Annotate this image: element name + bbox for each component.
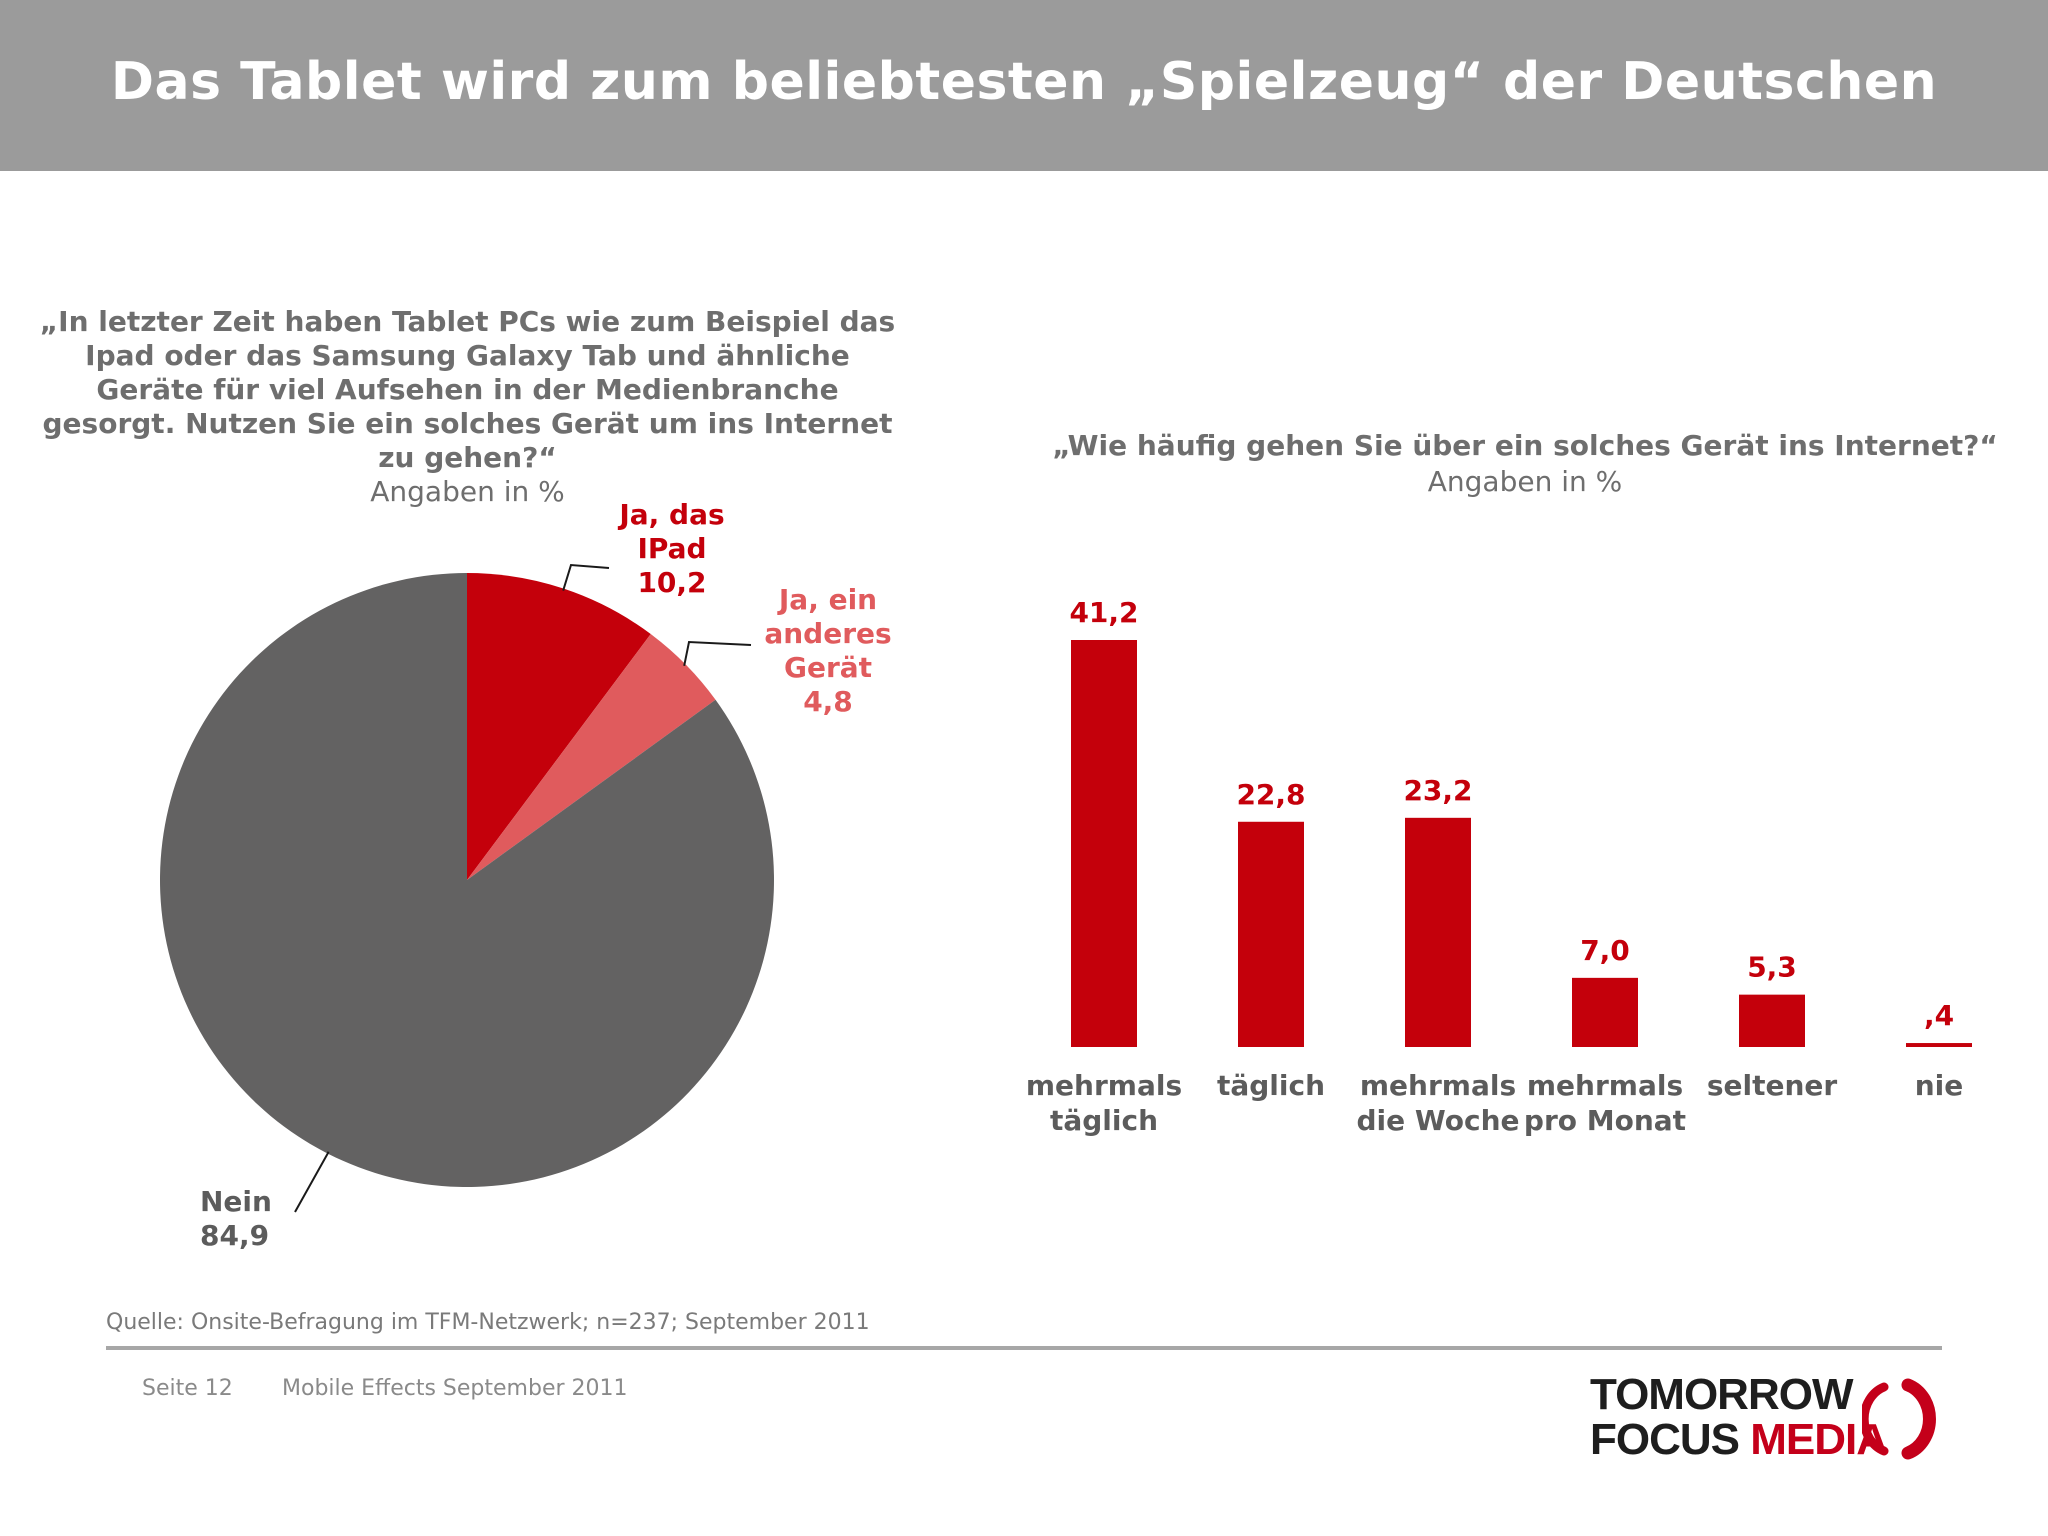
bar-unit-label: Angaben in % xyxy=(1427,465,1623,498)
pie-slice-1 xyxy=(467,634,716,880)
company-logo: TOMORROW FOCUS MEDIA xyxy=(1590,1373,1950,1465)
pie-label-name: Nein xyxy=(200,1185,272,1218)
bar-value-label-0: 41,2 xyxy=(1069,596,1138,629)
footer-divider xyxy=(106,1346,1942,1350)
bar-category-label-3: mehrmals pro Monat xyxy=(1523,1069,1687,1137)
pie-leader-line-2 xyxy=(294,1151,330,1213)
pie-unit-label: Angaben in % xyxy=(370,475,565,508)
pie-question-text: „In letzter Zeit haben Tablet PCs wie zu… xyxy=(39,305,896,474)
pie-label-value: 4,8 xyxy=(803,685,853,718)
event-name: Mobile Effects September 2011 xyxy=(282,1376,628,1401)
bar-question-text: „Wie häufig gehen Sie über ein solches G… xyxy=(1052,429,1998,462)
bar-value-label-4: 5,3 xyxy=(1747,951,1797,984)
pie-label-name: Ja, das IPad xyxy=(619,498,725,565)
logo-line-1: TOMORROW xyxy=(1590,1370,1853,1419)
bar-value-label-5: ,4 xyxy=(1924,999,1954,1032)
bar-value-label-2: 23,2 xyxy=(1403,774,1472,807)
pie-question: „In letzter Zeit haben Tablet PCs wie zu… xyxy=(30,305,905,509)
pie-label-0: Ja, das IPad 10,2 xyxy=(597,498,747,600)
logo-line-2: FOCUS MEDIA xyxy=(1590,1415,1888,1464)
pie-slice-2 xyxy=(159,573,774,1187)
title-bar: Das Tablet wird zum beliebtesten „Spielz… xyxy=(0,0,2048,171)
pie-label-2: Nein 84,9 xyxy=(200,1185,320,1253)
bar-5 xyxy=(1906,1043,1972,1047)
source-note: Quelle: Onsite-Befragung im TFM-Netzwerk… xyxy=(106,1310,870,1335)
bar-0 xyxy=(1071,640,1137,1047)
pie-leader-line-0 xyxy=(562,563,610,591)
bar-4 xyxy=(1739,994,1805,1047)
pie-label-1: Ja, ein anderes Gerät 4,8 xyxy=(748,583,908,719)
page-number: Seite 12 xyxy=(142,1376,233,1401)
logo-focus: FOCUS xyxy=(1590,1415,1751,1464)
logo-ring-icon xyxy=(1862,1378,1936,1460)
pie-label-name: Ja, ein anderes Gerät xyxy=(764,583,892,684)
bar-value-label-1: 22,8 xyxy=(1236,778,1305,811)
bar-category-label-2: mehrmals die Woche xyxy=(1356,1069,1520,1137)
pie-label-value: 10,2 xyxy=(637,566,707,599)
pie-slice-0 xyxy=(467,573,651,880)
bar-category-label-5: nie xyxy=(1914,1069,1964,1102)
bar-value-label-3: 7,0 xyxy=(1580,934,1630,967)
bar-1 xyxy=(1238,821,1304,1047)
bar-category-label-4: seltener xyxy=(1706,1069,1838,1102)
page-title: Das Tablet wird zum beliebtesten „Spielz… xyxy=(110,52,1938,112)
pie-label-value: 84,9 xyxy=(200,1219,270,1252)
bar-2 xyxy=(1405,817,1471,1047)
bar-3 xyxy=(1572,977,1638,1047)
pie-leader-line-1 xyxy=(683,640,752,667)
bar-category-label-0: mehrmals täglich xyxy=(1025,1069,1183,1137)
bar-category-label-1: täglich xyxy=(1216,1069,1326,1102)
bar-question: „Wie häufig gehen Sie über ein solches G… xyxy=(1040,428,2010,500)
